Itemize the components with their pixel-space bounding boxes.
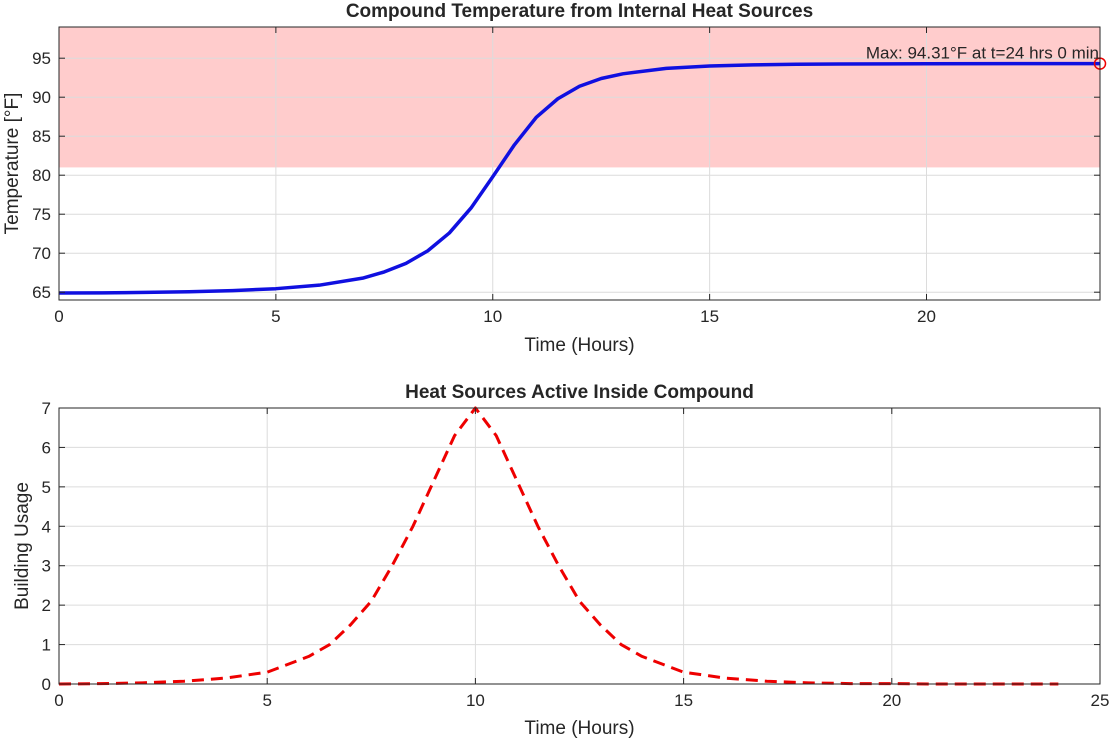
temperature-line-series-0 [58, 61, 1101, 295]
y-tick-label-3: 80 [32, 166, 51, 185]
x-tick-label-3: 15 [700, 307, 719, 326]
y-tick-label-7: 7 [42, 399, 51, 418]
x-tick-label-5: 25 [1091, 691, 1110, 710]
y-tick-label-5: 5 [42, 478, 51, 497]
y-tick-label-1: 1 [42, 636, 51, 655]
y-tick-label-2: 75 [32, 205, 51, 224]
x-tick-label-2: 10 [466, 691, 485, 710]
temperature-x-axis-label: Time (Hours) [524, 335, 634, 356]
usage-chart: 0 5 10 15 20 25 0 1 2 3 4 5 6 7 Heat Sources Active … [12, 382, 1109, 739]
y-tick-label-4: 85 [32, 127, 51, 146]
y-tick-label-6: 6 [42, 438, 51, 457]
x-tick-label-4: 20 [882, 691, 901, 710]
x-tick-label-1: 5 [271, 307, 280, 326]
temperature-chart-title: Compound Temperature from Internal Heat … [346, 1, 813, 22]
x-tick-label-1: 5 [262, 691, 271, 710]
y-tick-label-2: 2 [42, 596, 51, 615]
temperature-y-ticks: 65 70 75 80 85 90 95 [32, 49, 1100, 302]
x-tick-label-0: 0 [54, 691, 63, 710]
usage-axes-frame [58, 407, 1101, 685]
usage-y-axis-label: Building Usage [12, 482, 33, 610]
usage-series-group [58, 406, 1059, 686]
x-tick-label-2: 10 [483, 307, 502, 326]
usage-grid [59, 408, 1100, 684]
y-tick-label-6: 95 [32, 49, 51, 68]
max-annotation-text: Max: 94.31°F at t=24 hrs 0 min [866, 44, 1099, 63]
temperature-chart: Max: 94.31°F at t=24 hrs 0 min 0 5 10 15 20 … [2, 1, 1107, 356]
y-tick-label-0: 0 [42, 675, 51, 694]
usage-x-axis-label: Time (Hours) [524, 718, 634, 739]
temperature-grid [59, 27, 1100, 300]
x-tick-label-4: 20 [917, 307, 936, 326]
temperature-x-ticks: 0 5 10 15 20 [54, 27, 936, 326]
usage-chart-title: Heat Sources Active Inside Compound [405, 382, 754, 403]
usage-x-ticks: 0 5 10 15 20 25 [54, 408, 1109, 710]
temperature-y-axis-label: Temperature [°F] [2, 93, 23, 235]
temperature-axes-frame [58, 26, 1101, 301]
x-tick-label-3: 15 [674, 691, 693, 710]
y-tick-label-4: 4 [42, 517, 51, 536]
usage-line-series-0 [58, 406, 1059, 686]
x-tick-label-0: 0 [54, 307, 63, 326]
y-tick-label-3: 3 [42, 557, 51, 576]
usage-y-ticks: 0 1 2 3 4 5 6 7 [42, 399, 1100, 694]
y-tick-label-1: 70 [32, 244, 51, 263]
y-tick-label-0: 65 [32, 283, 51, 302]
temperature-series-group [58, 61, 1101, 295]
y-tick-label-5: 90 [32, 88, 51, 107]
